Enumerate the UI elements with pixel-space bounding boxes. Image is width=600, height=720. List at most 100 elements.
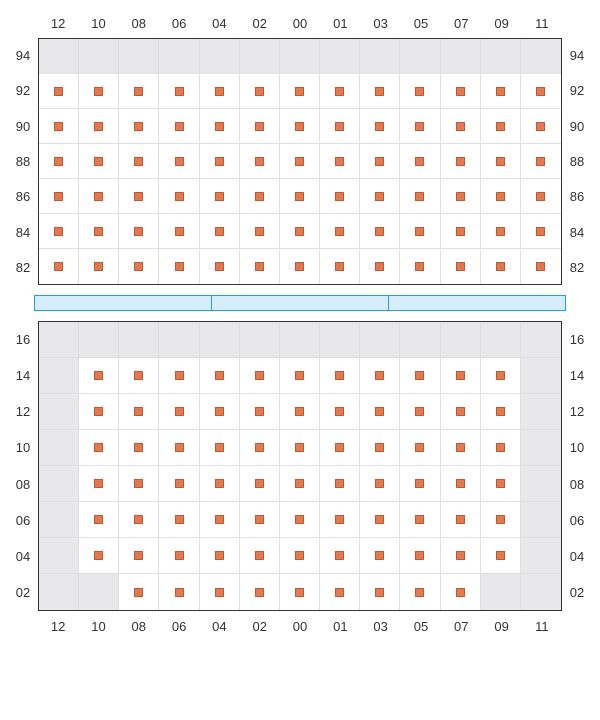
seat-cell[interactable] (200, 109, 240, 144)
seat-cell[interactable] (200, 358, 240, 394)
seat-cell[interactable] (159, 430, 199, 466)
seat-cell[interactable] (240, 502, 280, 538)
seat-cell[interactable] (119, 74, 159, 109)
seat-cell[interactable] (280, 574, 320, 610)
seat-cell[interactable] (360, 430, 400, 466)
seat-cell[interactable] (240, 466, 280, 502)
seat-cell[interactable] (481, 179, 521, 214)
seat-cell[interactable] (400, 466, 440, 502)
seat-cell[interactable] (240, 538, 280, 574)
seat-cell[interactable] (119, 144, 159, 179)
seat-cell[interactable] (400, 394, 440, 430)
seat-cell[interactable] (159, 574, 199, 610)
seat-cell[interactable] (441, 179, 481, 214)
seat-cell[interactable] (159, 538, 199, 574)
seat-cell[interactable] (360, 214, 400, 249)
seat-cell[interactable] (280, 144, 320, 179)
seat-cell[interactable] (119, 502, 159, 538)
seat-cell[interactable] (360, 538, 400, 574)
seat-cell[interactable] (320, 466, 360, 502)
seat-cell[interactable] (79, 394, 119, 430)
seat-cell[interactable] (320, 574, 360, 610)
seat-cell[interactable] (240, 249, 280, 284)
seat-cell[interactable] (159, 358, 199, 394)
seat-cell[interactable] (400, 109, 440, 144)
seat-cell[interactable] (159, 214, 199, 249)
seat-cell[interactable] (280, 394, 320, 430)
seat-cell[interactable] (200, 430, 240, 466)
seat-cell[interactable] (119, 179, 159, 214)
seat-cell[interactable] (200, 179, 240, 214)
seat-cell[interactable] (280, 430, 320, 466)
seat-cell[interactable] (360, 144, 400, 179)
seat-cell[interactable] (320, 502, 360, 538)
seat-cell[interactable] (39, 179, 79, 214)
seat-cell[interactable] (360, 502, 400, 538)
seat-cell[interactable] (481, 502, 521, 538)
seat-cell[interactable] (119, 574, 159, 610)
seat-cell[interactable] (119, 430, 159, 466)
seat-cell[interactable] (441, 574, 481, 610)
seat-cell[interactable] (240, 430, 280, 466)
seat-cell[interactable] (441, 214, 481, 249)
seat-cell[interactable] (320, 144, 360, 179)
seat-cell[interactable] (441, 466, 481, 502)
seat-cell[interactable] (39, 249, 79, 284)
seat-cell[interactable] (521, 74, 561, 109)
seat-cell[interactable] (521, 144, 561, 179)
seat-cell[interactable] (79, 466, 119, 502)
seat-cell[interactable] (79, 358, 119, 394)
seat-cell[interactable] (320, 394, 360, 430)
seat-cell[interactable] (79, 144, 119, 179)
seat-cell[interactable] (280, 502, 320, 538)
seat-cell[interactable] (481, 249, 521, 284)
seat-cell[interactable] (441, 249, 481, 284)
seat-cell[interactable] (119, 538, 159, 574)
seat-cell[interactable] (320, 538, 360, 574)
seat-cell[interactable] (159, 249, 199, 284)
seat-cell[interactable] (521, 179, 561, 214)
seat-cell[interactable] (441, 74, 481, 109)
seat-cell[interactable] (360, 109, 400, 144)
seat-cell[interactable] (200, 249, 240, 284)
seat-cell[interactable] (280, 214, 320, 249)
seat-cell[interactable] (320, 179, 360, 214)
seat-cell[interactable] (159, 144, 199, 179)
seat-cell[interactable] (400, 214, 440, 249)
seat-cell[interactable] (400, 358, 440, 394)
seat-cell[interactable] (481, 466, 521, 502)
seat-cell[interactable] (481, 214, 521, 249)
seat-cell[interactable] (240, 358, 280, 394)
seat-cell[interactable] (79, 538, 119, 574)
seat-cell[interactable] (119, 358, 159, 394)
seat-cell[interactable] (320, 358, 360, 394)
seat-cell[interactable] (39, 74, 79, 109)
seat-cell[interactable] (119, 109, 159, 144)
seat-cell[interactable] (441, 144, 481, 179)
seat-cell[interactable] (481, 430, 521, 466)
seat-cell[interactable] (441, 502, 481, 538)
seat-cell[interactable] (400, 144, 440, 179)
seat-cell[interactable] (79, 74, 119, 109)
seat-cell[interactable] (481, 144, 521, 179)
seat-cell[interactable] (200, 214, 240, 249)
seat-cell[interactable] (400, 574, 440, 610)
seat-cell[interactable] (280, 358, 320, 394)
seat-cell[interactable] (280, 538, 320, 574)
seat-cell[interactable] (320, 249, 360, 284)
seat-cell[interactable] (39, 214, 79, 249)
seat-cell[interactable] (159, 109, 199, 144)
seat-cell[interactable] (360, 574, 400, 610)
seat-cell[interactable] (159, 466, 199, 502)
seat-cell[interactable] (400, 430, 440, 466)
seat-cell[interactable] (159, 179, 199, 214)
seat-cell[interactable] (320, 430, 360, 466)
seat-cell[interactable] (159, 394, 199, 430)
seat-cell[interactable] (320, 214, 360, 249)
seat-cell[interactable] (521, 109, 561, 144)
seat-cell[interactable] (240, 574, 280, 610)
seat-cell[interactable] (119, 394, 159, 430)
seat-cell[interactable] (159, 502, 199, 538)
seat-cell[interactable] (441, 430, 481, 466)
seat-cell[interactable] (481, 109, 521, 144)
